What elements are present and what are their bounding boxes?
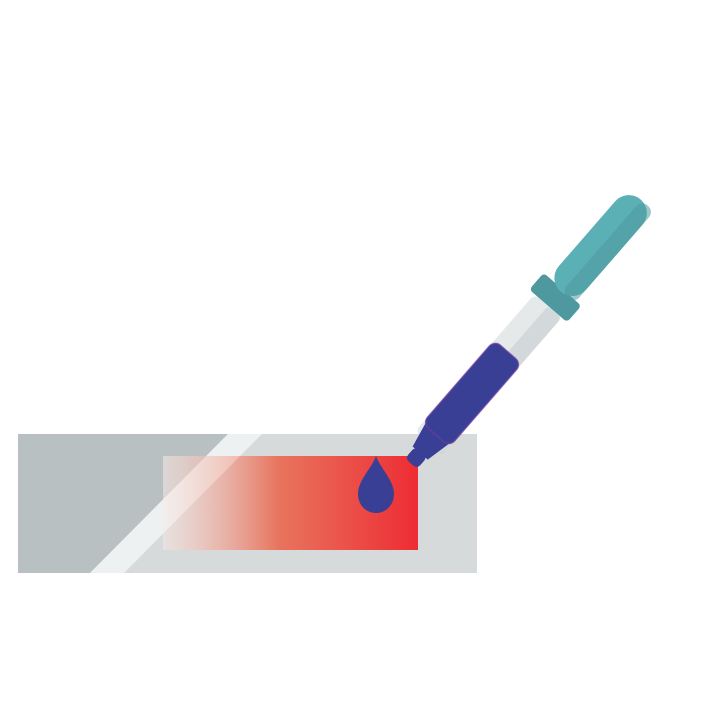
dropper-collar [530,274,580,321]
droplet-icon [358,456,394,513]
dropper-liquid [425,343,519,444]
dropper-bulb [554,195,647,296]
dropper-icon [407,195,651,467]
dropper-tip [412,421,451,460]
